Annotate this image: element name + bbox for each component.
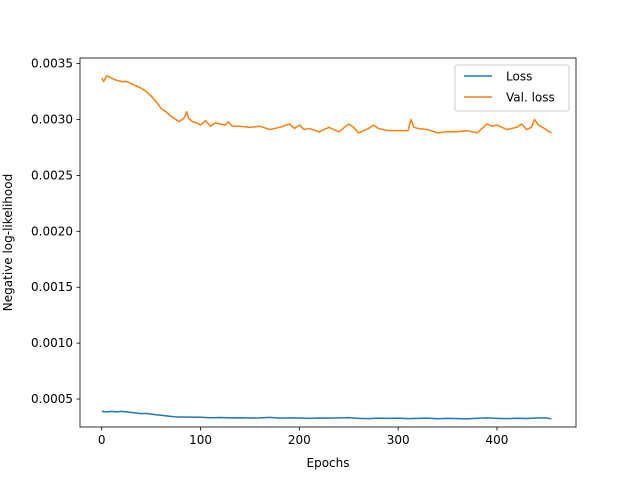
- y-axis-label: Negative log-likelihood: [1, 174, 15, 311]
- plot-area: [80, 58, 576, 427]
- x-tick-label: 300: [387, 433, 410, 447]
- legend-label-val-loss: Val. loss: [506, 91, 555, 105]
- y-tick-label: 0.0025: [31, 168, 73, 182]
- y-tick-label: 0.0015: [31, 280, 73, 294]
- y-tick-label: 0.0010: [31, 336, 73, 350]
- legend-label-loss: Loss: [506, 70, 532, 84]
- series-line-val-loss: [101, 75, 552, 134]
- y-tick-label: 0.0005: [31, 392, 73, 406]
- plot-frame: [79, 57, 577, 428]
- series-layer: [101, 75, 552, 420]
- x-tick-label: 400: [486, 433, 509, 447]
- y-axis: 0.0005 0.0010 0.0015 0.0020 0.0025 0.0030 0.00…: [31, 57, 80, 406]
- x-axis: 0 100 200 300 400: [98, 427, 508, 447]
- x-tick-label: 200: [288, 433, 311, 447]
- legend: Loss Val. loss: [454, 64, 570, 112]
- x-axis-label: Epochs: [307, 456, 350, 470]
- x-tick-label: 100: [189, 433, 212, 447]
- series-line-loss: [101, 410, 552, 420]
- y-tick-label: 0.0030: [31, 113, 73, 127]
- y-tick-label: 0.0035: [31, 57, 73, 71]
- y-tick-label: 0.0020: [31, 224, 73, 238]
- x-tick-label: 0: [98, 433, 106, 447]
